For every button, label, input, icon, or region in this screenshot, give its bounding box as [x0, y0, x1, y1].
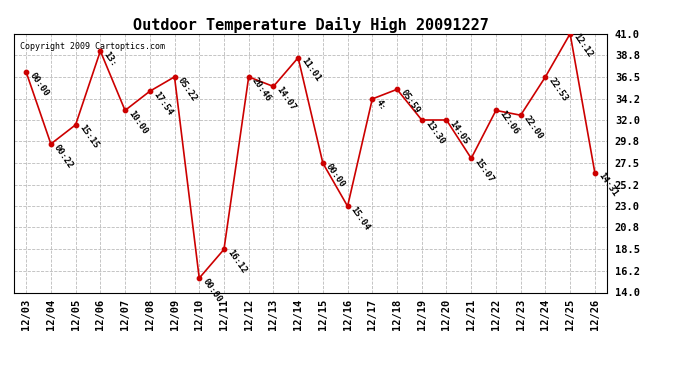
Point [367, 96, 378, 102]
Text: 05:59: 05:59 [398, 88, 421, 115]
Point [144, 88, 155, 94]
Point [21, 69, 32, 75]
Text: 05:22: 05:22 [176, 75, 199, 103]
Text: 00:22: 00:22 [52, 142, 75, 170]
Text: 14:07: 14:07 [275, 85, 297, 112]
Point [466, 155, 477, 161]
Point [169, 74, 180, 80]
Point [119, 107, 130, 113]
Point [46, 141, 57, 147]
Point [589, 170, 600, 176]
Text: 12:12: 12:12 [571, 32, 594, 60]
Point [515, 112, 526, 118]
Text: 16:12: 16:12 [226, 248, 248, 275]
Text: 11:01: 11:01 [299, 56, 322, 84]
Text: 14:05: 14:05 [448, 118, 471, 146]
Text: 22:53: 22:53 [546, 75, 569, 103]
Text: 22:00: 22:00 [522, 114, 545, 141]
Point [268, 84, 279, 90]
Text: 10:00: 10:00 [126, 109, 149, 136]
Point [70, 122, 81, 128]
Point [194, 275, 205, 281]
Text: 12:06: 12:06 [497, 109, 520, 136]
Point [342, 203, 353, 209]
Point [416, 117, 427, 123]
Text: 13:: 13: [101, 50, 119, 68]
Point [95, 48, 106, 54]
Point [564, 31, 575, 37]
Point [219, 246, 230, 252]
Text: 17:54: 17:54 [151, 90, 174, 117]
Point [540, 74, 551, 80]
Point [293, 55, 304, 61]
Text: 4:: 4: [374, 98, 387, 111]
Text: 15:04: 15:04 [349, 205, 372, 232]
Text: 15:15: 15:15 [77, 123, 100, 151]
Point [391, 86, 402, 92]
Text: 00:00: 00:00 [28, 71, 50, 98]
Text: 13:30: 13:30 [423, 118, 446, 146]
Text: 20:46: 20:46 [250, 75, 273, 103]
Point [243, 74, 254, 80]
Point [491, 107, 502, 113]
Point [317, 160, 328, 166]
Point [441, 117, 452, 123]
Text: Copyright 2009 Cartoptics.com: Copyright 2009 Cartoptics.com [20, 42, 165, 51]
Text: 14:31: 14:31 [596, 171, 619, 198]
Text: 15:07: 15:07 [473, 157, 495, 184]
Text: 00:00: 00:00 [324, 162, 347, 189]
Text: 00:00: 00:00 [201, 277, 224, 304]
Title: Outdoor Temperature Daily High 20091227: Outdoor Temperature Daily High 20091227 [132, 16, 489, 33]
